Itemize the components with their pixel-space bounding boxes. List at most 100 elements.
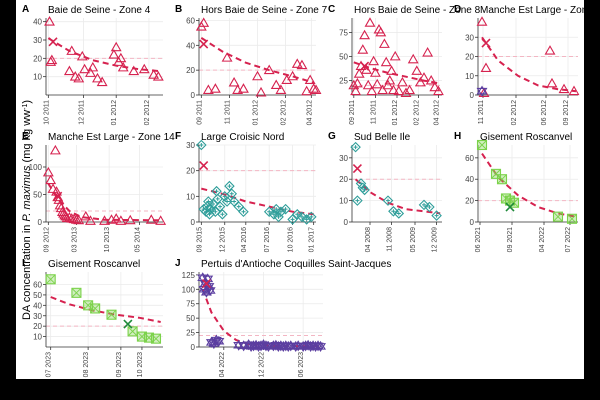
data-point <box>99 215 110 225</box>
x-tick-label: 12 2009 <box>432 227 439 252</box>
data-point <box>108 49 120 59</box>
y-tick-label: 10 <box>465 72 474 81</box>
y-tick-label: 30 <box>339 154 348 163</box>
multi-panel-chart: DA concentration in P. maximus (mg kg ww… <box>21 4 584 377</box>
fit-curve <box>47 182 161 222</box>
x-tick-label: 10 2023 <box>137 352 144 377</box>
data-point-plus <box>236 204 241 209</box>
data-point-cross <box>553 211 563 222</box>
data-point <box>378 38 390 48</box>
data-point <box>270 79 282 89</box>
data-point-alt-up <box>476 85 488 95</box>
data-point-outline <box>287 214 298 225</box>
y-tick-label: 125 <box>182 271 196 280</box>
data-point <box>310 84 322 94</box>
y-tick-label: 20 <box>465 197 474 206</box>
data-point-plus <box>386 198 390 203</box>
data-point-plus <box>213 209 218 214</box>
data-point <box>308 83 320 93</box>
data-point-cross <box>106 309 117 320</box>
data-point <box>418 72 430 82</box>
x-tick-label: 02 2012 <box>281 100 288 125</box>
y-tick-label: 30 <box>33 312 42 321</box>
data-point <box>568 85 580 96</box>
data-point-plus <box>309 214 314 219</box>
data-point <box>544 45 556 55</box>
mean-marker <box>199 39 209 49</box>
data-point-plus <box>355 198 360 203</box>
data-point <box>210 206 221 218</box>
data-point-outline <box>350 141 361 153</box>
data-point-up <box>248 340 260 350</box>
data-point <box>115 215 127 225</box>
data-point <box>42 166 54 177</box>
data-point <box>106 309 117 320</box>
data-point <box>368 55 380 66</box>
data-point-plus <box>299 214 304 219</box>
panel-letter: H <box>454 131 461 142</box>
y-tick-label: 30 <box>465 33 474 42</box>
data-point <box>213 335 225 347</box>
data-point-plus <box>227 184 232 189</box>
fit-curve <box>47 37 161 73</box>
data-point-cross <box>45 274 56 285</box>
y-tick-label: 40 <box>33 301 42 310</box>
data-point-up <box>315 340 327 350</box>
data-point-up <box>267 340 279 350</box>
data-point-plus <box>229 191 234 196</box>
data-point-up <box>203 280 215 290</box>
x-tick-label: 09 2023 <box>116 352 123 377</box>
x-tick-label: 09 2012 <box>563 100 570 125</box>
data-point <box>238 83 249 93</box>
data-point-plus <box>215 196 220 201</box>
y-tick-label: 0 <box>191 343 196 352</box>
data-point-plus <box>241 209 246 214</box>
data-point <box>546 77 558 88</box>
x-tick-label: 07 2016 <box>264 227 271 252</box>
y-tick-label: 25 <box>339 77 348 86</box>
data-point-outline <box>292 209 303 220</box>
data-point <box>389 50 401 61</box>
data-point <box>96 76 108 87</box>
data-point <box>80 210 92 221</box>
data-point <box>371 78 383 89</box>
data-point <box>110 41 122 52</box>
y-tick-label: 20 <box>33 322 42 331</box>
data-point <box>196 139 207 151</box>
x-tick-label: 09 2011 <box>349 100 356 125</box>
y-tick-label: 20 <box>339 175 348 184</box>
x-tick-label: 10 2016 <box>288 227 295 252</box>
data-point-cross <box>497 174 507 185</box>
data-point <box>359 184 370 196</box>
panel-letter: B <box>175 4 182 15</box>
y-tick-label: 20 <box>186 66 195 75</box>
data-point <box>214 201 226 212</box>
data-point <box>312 340 324 352</box>
panel-title: Hors Baie de Seine - Zone 8 <box>354 5 481 16</box>
mean-marker <box>48 37 58 47</box>
mean-marker <box>505 202 515 212</box>
data-point <box>255 86 267 97</box>
data-point-plus <box>274 207 279 212</box>
y-tick-label: 75 <box>339 28 348 37</box>
panel-letter: I <box>22 258 25 269</box>
data-point <box>217 209 228 220</box>
data-point-plus <box>199 143 204 147</box>
x-tick-label: 07 2023 <box>46 352 53 377</box>
fit-curve <box>354 178 441 215</box>
data-point <box>92 72 103 83</box>
y-tick-label: 0 <box>344 218 349 227</box>
data-point-down <box>282 343 294 352</box>
data-point <box>282 340 294 352</box>
data-point-up <box>312 340 324 350</box>
data-point-up <box>285 340 297 350</box>
x-tick-label: 01 2012 <box>392 100 399 125</box>
data-point-plus <box>276 214 281 219</box>
panel-title: Gisement Roscanvel <box>48 259 140 270</box>
data-point-outline <box>359 184 370 196</box>
data-point <box>292 209 303 220</box>
x-tick-label: 04 2022 <box>219 352 226 377</box>
data-point <box>407 53 419 64</box>
x-tick-label: 01 2017 <box>309 227 316 252</box>
x-tick-label: 06 2021 <box>475 227 482 252</box>
